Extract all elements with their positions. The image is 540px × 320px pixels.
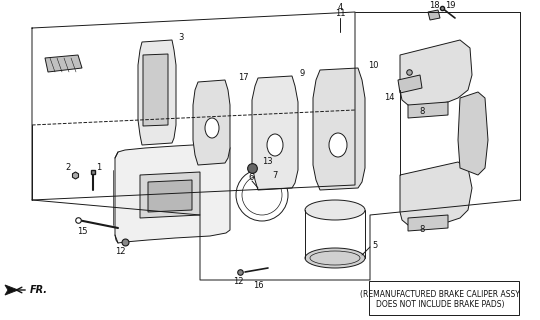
- Polygon shape: [458, 92, 488, 175]
- Text: FR.: FR.: [30, 285, 48, 295]
- Polygon shape: [5, 285, 18, 295]
- Polygon shape: [408, 215, 448, 231]
- Text: 15: 15: [77, 228, 87, 236]
- Text: 3: 3: [178, 34, 184, 43]
- Polygon shape: [400, 40, 472, 108]
- Polygon shape: [398, 75, 422, 93]
- Polygon shape: [45, 55, 82, 72]
- Ellipse shape: [305, 200, 365, 220]
- Text: 14: 14: [384, 93, 395, 102]
- Polygon shape: [115, 143, 230, 243]
- Polygon shape: [148, 180, 192, 212]
- Polygon shape: [143, 54, 168, 126]
- Polygon shape: [408, 102, 448, 118]
- Ellipse shape: [149, 89, 165, 111]
- Ellipse shape: [329, 133, 347, 157]
- Polygon shape: [193, 80, 230, 165]
- Polygon shape: [428, 10, 440, 20]
- Polygon shape: [313, 68, 365, 190]
- Ellipse shape: [205, 118, 219, 138]
- Text: 12: 12: [114, 247, 125, 257]
- Text: 8: 8: [420, 226, 424, 235]
- Ellipse shape: [305, 248, 365, 268]
- Text: 4: 4: [338, 3, 342, 12]
- Text: 18: 18: [429, 1, 440, 10]
- Ellipse shape: [267, 134, 283, 156]
- Text: 12: 12: [233, 277, 243, 286]
- Text: 16: 16: [253, 281, 264, 290]
- Text: 19: 19: [445, 1, 455, 10]
- Text: 6: 6: [248, 173, 253, 182]
- Text: 7: 7: [272, 171, 278, 180]
- Text: 1: 1: [96, 164, 102, 172]
- Polygon shape: [252, 76, 298, 190]
- Polygon shape: [400, 162, 472, 228]
- Text: 13: 13: [262, 157, 273, 166]
- Text: 8: 8: [420, 108, 424, 116]
- Text: 17: 17: [238, 74, 248, 83]
- Text: (REMANUFACTURED BRAKE CALIPER ASSY
DOES NOT INCLUDE BRAKE PADS): (REMANUFACTURED BRAKE CALIPER ASSY DOES …: [360, 290, 520, 309]
- Text: 11: 11: [335, 10, 345, 19]
- Polygon shape: [138, 40, 176, 145]
- Text: 2: 2: [65, 164, 70, 172]
- Text: 9: 9: [300, 69, 305, 78]
- Text: 5: 5: [372, 241, 377, 250]
- Text: 10: 10: [368, 61, 379, 70]
- Polygon shape: [140, 172, 200, 218]
